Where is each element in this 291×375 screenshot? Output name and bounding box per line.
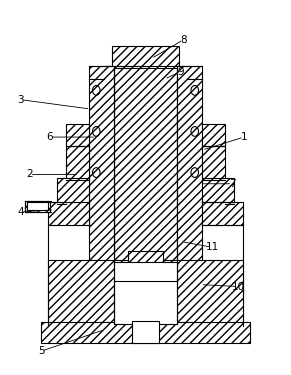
Text: 1: 1 [241,132,247,142]
Bar [202,146,225,180]
Bar [128,251,163,266]
Bar [202,124,225,146]
Text: 4: 4 [18,207,24,217]
Bar [27,202,49,210]
Text: 2: 2 [26,170,33,179]
Bar [114,68,177,281]
Bar [25,201,50,212]
Bar [202,178,234,204]
Text: 9: 9 [177,67,184,76]
Bar [202,202,242,225]
Text: 3: 3 [18,95,24,105]
Bar [112,45,179,68]
Text: 8: 8 [180,35,187,45]
Bar [177,66,202,270]
Bar [89,66,114,270]
Bar [49,202,89,225]
Bar [66,124,89,146]
Text: 11: 11 [205,242,219,252]
Bar [49,260,242,326]
Text: 10: 10 [232,282,245,291]
Bar [132,321,159,342]
Text: 6: 6 [47,132,53,142]
Text: 7: 7 [229,179,236,189]
Text: 5: 5 [38,346,45,356]
Bar [57,178,89,204]
Bar [114,262,177,324]
Polygon shape [128,266,163,279]
Bar [104,66,187,79]
Bar [66,146,89,180]
Bar [41,322,250,342]
